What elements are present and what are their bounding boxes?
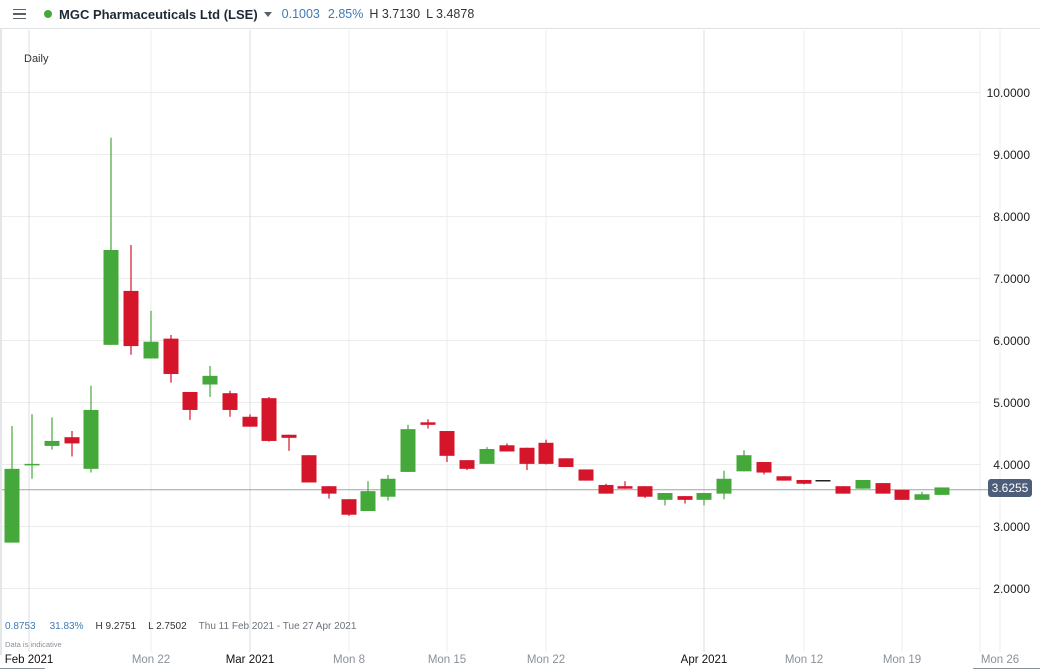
candle[interactable]: [103, 137, 119, 345]
candle[interactable]: [360, 481, 376, 511]
candle[interactable]: [44, 417, 60, 450]
candle[interactable]: [519, 447, 535, 471]
candle[interactable]: [222, 390, 238, 417]
candle[interactable]: [696, 493, 712, 506]
y-axis-tick-label: 10.0000: [986, 85, 1030, 100]
candle[interactable]: [380, 475, 396, 501]
candle[interactable]: [736, 450, 752, 472]
candle[interactable]: [341, 499, 357, 516]
market-status-icon: [44, 10, 52, 18]
current-price-tag: 3.6255: [988, 479, 1032, 497]
candle[interactable]: [598, 483, 614, 494]
x-axis-tick-label: Feb 2021: [4, 654, 54, 666]
period-low: L 2.7502: [148, 621, 187, 632]
candle[interactable]: [143, 310, 159, 359]
y-axis-tick-label: 8.0000: [993, 209, 1030, 224]
day-low: L 3.4878: [426, 7, 475, 21]
candle[interactable]: [756, 462, 772, 475]
candle[interactable]: [538, 439, 554, 465]
y-axis-tick-label: 5.0000: [993, 395, 1030, 410]
candle[interactable]: [914, 491, 930, 500]
candle[interactable]: [499, 443, 515, 452]
x-axis-tick-label: Mon 26: [980, 654, 1020, 666]
period-range: Thu 11 Feb 2021 - Tue 27 Apr 2021: [198, 621, 357, 632]
y-axis-tick-label: 3.0000: [993, 519, 1030, 534]
price-change: 0.1003: [281, 7, 320, 21]
period-stats: 0.8753 31.83% H 9.2751 L 2.7502 Thu 11 F…: [5, 621, 356, 632]
candle[interactable]: [64, 431, 80, 457]
y-axis-tick-label: 4.0000: [993, 457, 1030, 472]
candle[interactable]: [657, 493, 673, 506]
candle[interactable]: [815, 480, 831, 482]
x-axis-tick-label: Mon 15: [427, 654, 467, 666]
candle[interactable]: [776, 476, 792, 481]
y-axis-tick-label: 7.0000: [993, 271, 1030, 286]
candle[interactable]: [24, 414, 40, 479]
scroll-indicator-left[interactable]: [0, 668, 45, 669]
candle[interactable]: [894, 489, 910, 500]
x-axis-tick-label: Apr 2021: [680, 654, 728, 666]
scroll-indicator-right[interactable]: [973, 668, 1040, 669]
instrument-title[interactable]: MGC Pharmaceuticals Ltd (LSE): [59, 6, 258, 22]
candle[interactable]: [83, 385, 99, 473]
candle[interactable]: [459, 460, 475, 471]
chart-left-border: [0, 29, 2, 655]
candle[interactable]: [123, 245, 139, 355]
day-high: H 3.7130: [369, 7, 421, 21]
x-axis-tick-label: Mon 22: [526, 654, 566, 666]
x-axis-tick-label: Mar 2021: [225, 654, 275, 666]
candle[interactable]: [716, 470, 732, 500]
candle[interactable]: [578, 469, 594, 481]
x-axis-tick-label: Mon 19: [882, 654, 922, 666]
period-change-percent: 31.83%: [49, 621, 84, 632]
candle[interactable]: [796, 480, 812, 485]
candle[interactable]: [677, 496, 693, 504]
y-axis-tick-label: 2.0000: [993, 581, 1030, 596]
price-change-percent: 2.85%: [327, 7, 364, 21]
x-axis-tick-label: Mon 22: [131, 654, 171, 666]
y-axis-tick-label: 9.0000: [993, 147, 1030, 162]
candle[interactable]: [934, 487, 950, 495]
candle[interactable]: [321, 486, 337, 499]
candle[interactable]: [242, 414, 258, 427]
candle[interactable]: [855, 480, 871, 489]
x-axis-tick-label: Mon 8: [333, 654, 365, 666]
candle[interactable]: [202, 365, 218, 397]
candle[interactable]: [875, 483, 891, 494]
candle[interactable]: [617, 481, 633, 489]
period-high: H 9.2751: [95, 621, 137, 632]
candle[interactable]: [479, 447, 495, 464]
candle[interactable]: [301, 455, 317, 483]
candle[interactable]: [4, 426, 20, 543]
chart-header: MGC Pharmaceuticals Ltd (LSE) 0.1003 2.8…: [0, 0, 1040, 29]
x-axis-tick-label: Mon 12: [784, 654, 824, 666]
hamburger-icon[interactable]: [13, 9, 26, 19]
candle[interactable]: [182, 391, 198, 420]
candle[interactable]: [261, 396, 277, 442]
y-axis-tick-label: 6.0000: [993, 333, 1030, 348]
candle[interactable]: [163, 334, 179, 383]
candle[interactable]: [439, 431, 455, 463]
period-change: 0.8753: [5, 621, 36, 632]
candle[interactable]: [637, 486, 653, 498]
chevron-down-icon[interactable]: [263, 11, 272, 17]
interval-label: Daily: [24, 53, 49, 65]
candle[interactable]: [400, 424, 416, 472]
data-disclaimer: Data is indicative: [5, 640, 62, 649]
candle[interactable]: [558, 458, 574, 467]
candle[interactable]: [835, 486, 851, 494]
candle[interactable]: [420, 419, 436, 429]
candle[interactable]: [281, 434, 297, 451]
